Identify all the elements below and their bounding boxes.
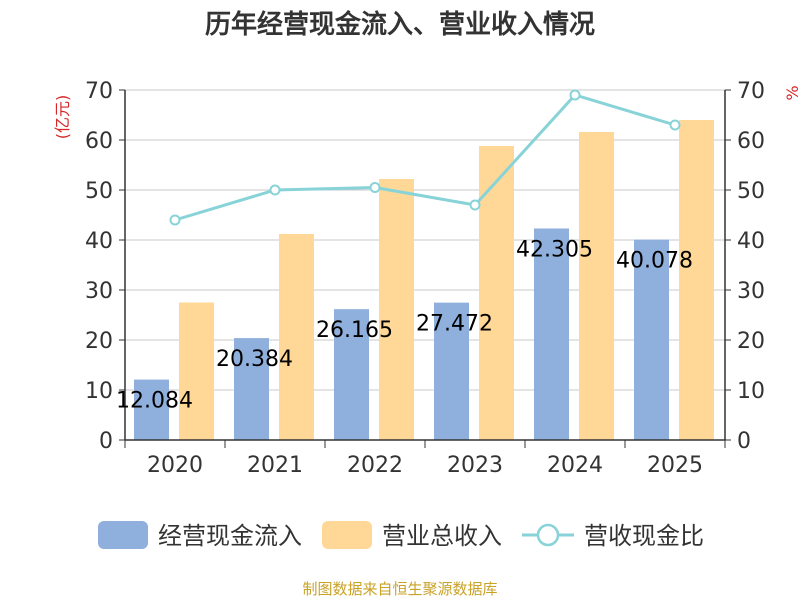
y-left-tick-label: 60 — [85, 129, 113, 154]
source-note: 制图数据来自恒生聚源数据库 — [302, 580, 498, 598]
y-right-tick-label: 50 — [737, 179, 765, 204]
y-left-tick-label: 10 — [85, 379, 113, 404]
ratio-point — [369, 182, 381, 193]
legend-label-total-revenue: 营业总收入 — [382, 522, 502, 550]
y-left-axis-label: (亿元) — [53, 95, 72, 140]
x-tick-label: 2025 — [647, 453, 703, 478]
ratio-line-series — [169, 89, 681, 226]
x-tick-label: 2020 — [147, 453, 203, 478]
bar-total-revenue — [579, 132, 614, 440]
y-left-tick-label: 0 — [99, 429, 113, 454]
y-right-tick-label: 30 — [737, 279, 765, 304]
y-right-axis-label: % — [783, 85, 800, 100]
bar-total-revenue — [179, 302, 214, 440]
axes: 0 10 20 30 40 50 60 70 0 10 20 30 40 50 60 70 (亿元)% 2020 2… — [53, 79, 800, 478]
data-label-cash-inflow: 27.472 — [416, 312, 493, 337]
data-labels: 12.084 20.384 26.165 27.472 42.305 40.078 — [116, 237, 693, 413]
bar-series — [134, 120, 714, 440]
ratio-point — [469, 199, 481, 211]
y-left-tick-label: 20 — [85, 329, 113, 354]
bar-total-revenue — [679, 120, 714, 440]
data-label-cash-inflow: 42.305 — [516, 237, 593, 262]
legend-label-cash-inflow: 经营现金流入 — [158, 522, 302, 550]
y-right-tick-label: 0 — [737, 429, 751, 454]
bar-total-revenue — [379, 179, 414, 440]
bar-cash-inflow — [334, 309, 369, 440]
y-right-tick-label: 40 — [737, 229, 765, 254]
y-left-tick-label: 40 — [85, 229, 113, 254]
x-tick-label: 2023 — [447, 453, 503, 478]
ratio-point — [269, 184, 281, 196]
ratio-point — [169, 214, 181, 226]
bar-total-revenue — [479, 146, 514, 440]
ratio-line — [174, 93, 676, 222]
data-label-cash-inflow: 12.084 — [116, 389, 193, 414]
legend-swatch-ratio-marker — [536, 523, 560, 547]
gridlines — [125, 89, 725, 391]
bar-cash-inflow — [134, 379, 169, 440]
legend: 经营现金流入 营业总收入 营收现金比 — [98, 521, 704, 550]
x-tick-label: 2024 — [547, 453, 603, 478]
bar-cash-inflow — [434, 302, 469, 440]
legend-swatch-cash-inflow — [98, 521, 148, 549]
x-tick-label: 2021 — [247, 453, 303, 478]
x-tick-label: 2022 — [347, 453, 403, 478]
bar-cash-inflow — [634, 239, 669, 440]
data-label-cash-inflow: 26.165 — [316, 318, 393, 343]
y-left-tick-label: 50 — [85, 179, 113, 204]
y-right-tick-label: 20 — [737, 329, 765, 354]
data-label-cash-inflow: 40.078 — [616, 249, 693, 274]
ratio-point — [669, 119, 681, 131]
ratio-point — [569, 89, 581, 101]
legend-swatch-total-revenue — [322, 521, 372, 549]
bar-cash-inflow — [234, 338, 269, 440]
data-label-cash-inflow: 20.384 — [216, 347, 293, 372]
y-left-tick-label: 30 — [85, 279, 113, 304]
y-right-tick-label: 70 — [737, 79, 765, 104]
bar-total-revenue — [279, 234, 314, 440]
y-left-tick-label: 70 — [85, 79, 113, 104]
bar-cash-inflow — [534, 228, 569, 440]
chart-title: 历年经营现金流入、营业收入情况 — [204, 10, 595, 40]
y-right-tick-label: 10 — [737, 379, 765, 404]
y-right-tick-label: 60 — [737, 129, 765, 154]
legend-label-ratio: 营收现金比 — [584, 522, 704, 550]
